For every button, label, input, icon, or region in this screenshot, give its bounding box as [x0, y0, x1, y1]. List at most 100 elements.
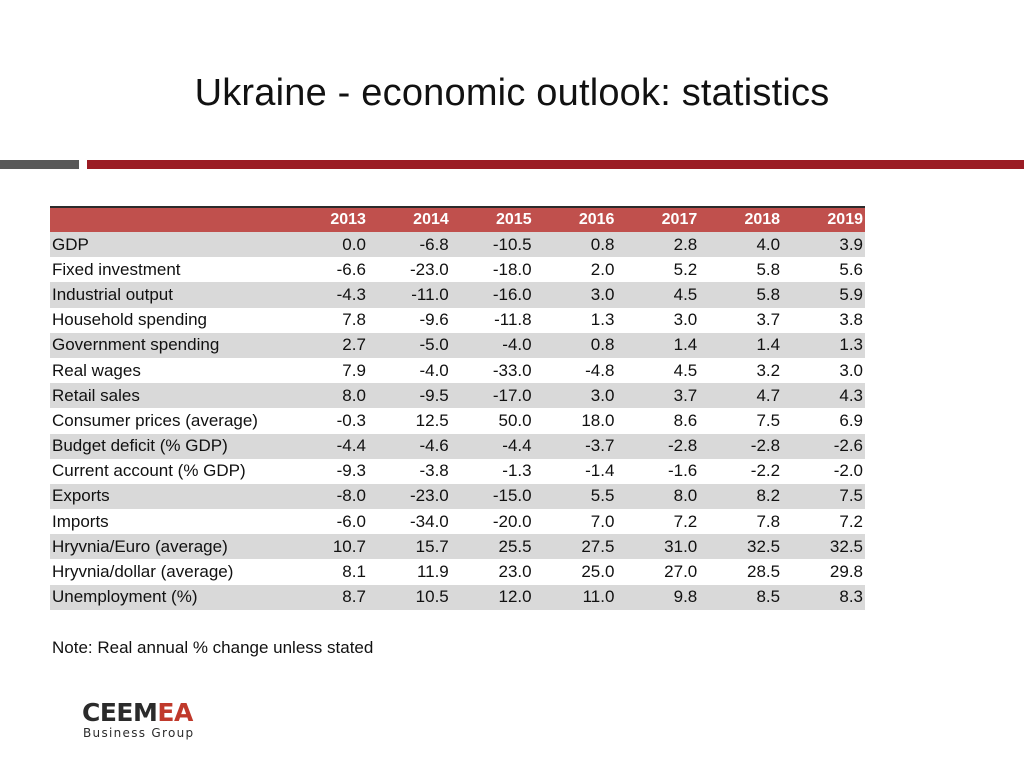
table-cell: 1.3: [590, 310, 615, 330]
table-cell: 3.2: [756, 360, 781, 380]
table-note: Note: Real annual % change unless stated: [52, 638, 374, 657]
table-cell: -6.0: [336, 511, 366, 531]
table-cell: 18.0: [581, 410, 615, 430]
table-row: Unemployment (%) 8.7 10.5 12.0 11.0 9.8 8.5 8.3: [50, 584, 865, 610]
table-row: Industrial output -4.3 -11.0 -16.0 3.0 4.5 5.8…: [50, 282, 865, 308]
row-label: Fixed investment: [52, 259, 181, 279]
table-cell: -2.8: [667, 436, 698, 456]
slide-title: Ukraine - economic outlook: statistics: [194, 72, 830, 114]
table-cell: 9.8: [673, 587, 698, 607]
statistics-table: 2013 2014 2015 2016 2017 2018 2019 GDP 0.0 -6.8 -…: [50, 206, 865, 610]
table-cell: 8.3: [839, 587, 863, 607]
table-cell: -4.0: [419, 360, 449, 380]
table-cell: 10.5: [415, 587, 449, 607]
table-cell: -4.8: [585, 360, 615, 380]
table-row: Hryvnia/Euro (average) 10.7 15.7 25.5 27.5 31…: [50, 534, 865, 560]
table-cell: 12.0: [498, 587, 532, 607]
table-header-year: 2014: [413, 211, 449, 228]
title-rule-red: [87, 160, 1024, 169]
table-cell: 5.6: [839, 259, 863, 279]
table-cell: -18.0: [492, 259, 532, 279]
table-cell: 7.0: [590, 511, 615, 531]
table-cell: -5.0: [419, 335, 449, 355]
table-cell: -1.4: [585, 461, 615, 481]
table-cell: 8.0: [673, 486, 698, 506]
table-body: GDP 0.0 -6.8 -10.5 0.8 2.8 4.0 3.9 Fixed investm…: [50, 232, 865, 610]
table-row: Current account (% GDP) -9.3 -3.8 -1.3 -1.4 -…: [50, 458, 865, 484]
table-cell: -1.6: [667, 461, 698, 481]
table-row: Real wages 7.9 -4.0 -33.0 -4.8 4.5 3.2 3.0: [50, 357, 865, 384]
table-cell: -0.3: [336, 410, 366, 430]
table-cell: 8.0: [342, 385, 366, 405]
table-cell: 6.9: [839, 410, 863, 430]
table-cell: -3.8: [419, 461, 449, 481]
table-cell: -9.3: [336, 461, 366, 481]
table-cell: -2.8: [750, 436, 781, 456]
table-cell: 12.5: [415, 410, 449, 430]
table-cell: 31.0: [664, 536, 698, 556]
table-cell: -4.4: [502, 436, 532, 456]
table-cell: 2.8: [673, 234, 698, 254]
table-cell: -20.0: [492, 511, 532, 531]
table-cell: -2.2: [750, 461, 781, 481]
logo-wordmark: CEEMEA: [82, 700, 232, 726]
table-cell: 5.8: [756, 259, 781, 279]
table-cell: 29.8: [829, 562, 863, 582]
table-cell: 4.3: [839, 385, 863, 405]
table-cell: 27.5: [581, 536, 615, 556]
table-cell: -6.6: [336, 259, 366, 279]
row-label: Hryvnia/dollar (average): [52, 562, 234, 582]
table-cell: 5.8: [756, 284, 781, 304]
table-cell: 3.9: [839, 234, 863, 254]
table-cell: -4.3: [336, 284, 366, 304]
table-header-year: 2017: [661, 211, 698, 228]
table-row: Hryvnia/dollar (average) 8.1 11.9 23.0 25.0 2…: [50, 559, 865, 585]
row-label: GDP: [52, 234, 89, 254]
table-cell: -10.5: [492, 234, 532, 254]
table-cell: 28.5: [746, 562, 781, 582]
row-label: Budget deficit (% GDP): [52, 436, 228, 456]
table-header-year: 2016: [578, 211, 615, 228]
table-cell: 5.2: [673, 259, 698, 279]
table-cell: 2.0: [590, 259, 615, 279]
table-cell: 7.5: [756, 410, 781, 430]
table-row: Budget deficit (% GDP) -4.4 -4.6 -4.4 -3.7 -2…: [50, 433, 865, 459]
table-cell: 32.5: [746, 536, 781, 556]
row-label: Government spending: [52, 335, 220, 355]
table-cell: -23.0: [410, 259, 449, 279]
table-cell: 32.5: [829, 536, 863, 556]
table-cell: -11.8: [494, 310, 532, 330]
table-cell: 7.8: [756, 511, 781, 531]
table-header: 2013 2014 2015 2016 2017 2018 2019: [50, 207, 865, 232]
table-cell: 50.0: [498, 410, 532, 430]
table-cell: 5.9: [839, 284, 863, 304]
table-cell: 7.8: [342, 310, 366, 330]
table-cell: -33.0: [492, 360, 532, 380]
table-row: Exports -8.0 -23.0 -15.0 5.5 8.0 8.2 7.5: [50, 483, 865, 510]
table-cell: 3.7: [756, 310, 781, 330]
table-header-year: 2019: [827, 211, 863, 228]
table-row: Consumer prices (average) -0.3 12.5 50.0 18.…: [50, 408, 865, 434]
table-cell: 5.5: [590, 486, 615, 506]
row-label: Imports: [52, 511, 109, 531]
row-label: Real wages: [52, 360, 141, 380]
table-row: GDP 0.0 -6.8 -10.5 0.8 2.8 4.0 3.9: [50, 232, 865, 258]
table-cell: -8.0: [336, 486, 366, 506]
table-cell: 8.6: [673, 410, 698, 430]
table-cell: 11.0: [582, 587, 615, 607]
table-cell: 2.7: [342, 335, 366, 355]
table-cell: -34.0: [410, 511, 449, 531]
table-cell: -4.0: [502, 335, 532, 355]
table-cell: 0.8: [590, 234, 615, 254]
table-cell: -4.6: [419, 436, 449, 456]
row-label: Household spending: [52, 310, 208, 330]
table-cell: 8.1: [342, 562, 366, 582]
table-cell: -6.8: [419, 234, 449, 254]
table-row: Household spending 7.8 -9.6 -11.8 1.3 3.0 3.7 3…: [50, 307, 865, 333]
table-cell: 7.2: [673, 511, 698, 531]
table-cell: -3.7: [585, 436, 615, 456]
table-cell: -4.4: [336, 436, 366, 456]
statistics-table-container: 2013 2014 2015 2016 2017 2018 2019 GDP 0.0 -6.8 -…: [50, 206, 865, 610]
table-cell: 1.4: [673, 335, 698, 355]
table-row: Government spending 2.7 -5.0 -4.0 0.8 1.4 1.4 1…: [50, 332, 865, 358]
